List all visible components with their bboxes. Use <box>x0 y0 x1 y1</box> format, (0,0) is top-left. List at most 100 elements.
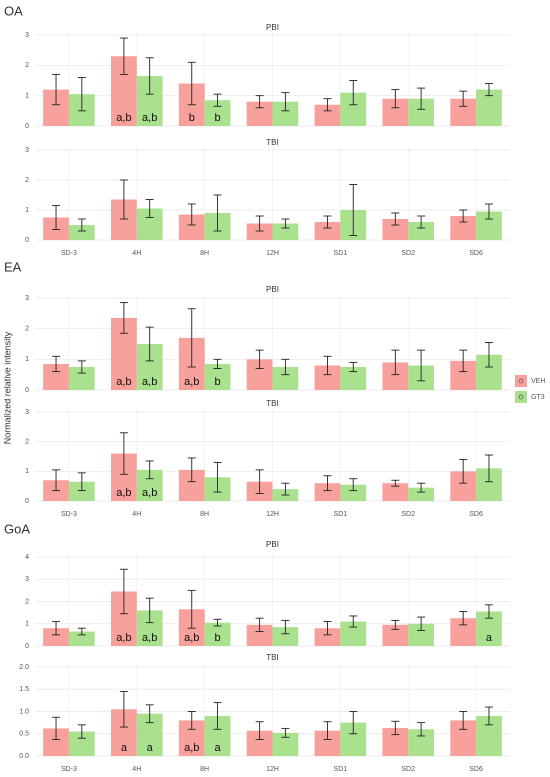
annotation: a,b <box>142 487 157 499</box>
bar <box>340 367 367 390</box>
y-tick-label: 3 <box>25 409 29 416</box>
bar <box>314 104 341 126</box>
bar <box>68 631 95 646</box>
bar <box>272 627 299 646</box>
panel-title: TBI <box>266 653 278 662</box>
annotation: b <box>214 112 220 124</box>
bar <box>272 367 299 390</box>
y-tick-label: 2 <box>25 439 29 446</box>
bar <box>204 622 231 646</box>
x-tick-label: SD1 <box>334 250 348 257</box>
bar <box>246 624 273 646</box>
annotation: b <box>189 112 195 124</box>
x-tick-label: SD6 <box>469 511 483 518</box>
annotation: b <box>214 632 220 644</box>
panel-strip <box>35 652 510 664</box>
annotation: a,b <box>184 742 199 754</box>
y-tick-label: 0 <box>25 498 29 505</box>
y-tick-label: 0.0 <box>19 753 29 760</box>
panel-title: TBI <box>266 399 278 408</box>
x-tick-label: 12H <box>266 766 279 773</box>
x-tick-label: 4H <box>132 766 141 773</box>
y-tick-label: 1 <box>25 93 29 100</box>
bar <box>246 223 273 240</box>
y-tick-label: 2 <box>25 598 29 605</box>
y-tick-label: 1.0 <box>19 708 29 715</box>
panel-title: PBI <box>266 285 279 294</box>
y-tick-label: 2 <box>25 62 29 69</box>
bar <box>314 222 341 240</box>
y-axis-label: Normalized relative intensity <box>2 331 12 444</box>
annotation: a,b <box>184 632 199 644</box>
x-tick-label: 8H <box>200 511 209 518</box>
x-tick-label: SD2 <box>401 511 415 518</box>
section-title: OA <box>4 3 23 18</box>
legend-label: GT3 <box>531 394 545 401</box>
annotation: a,b <box>116 112 131 124</box>
annotation: b <box>214 376 220 388</box>
x-tick-label: 12H <box>266 250 279 257</box>
bar <box>314 483 341 501</box>
annotation: a,b <box>116 376 131 388</box>
bar <box>272 223 299 240</box>
panel-title: PBI <box>266 540 279 549</box>
annotation: a <box>121 742 128 754</box>
annotation: a,b <box>142 632 157 644</box>
panel-strip <box>35 22 510 34</box>
section-title: EA <box>4 259 22 274</box>
bar <box>382 219 409 240</box>
x-tick-label: SD1 <box>334 511 348 518</box>
x-tick-label: 4H <box>132 250 141 257</box>
legend-swatch <box>515 375 527 387</box>
bar <box>68 367 95 390</box>
annotation: a,b <box>116 487 131 499</box>
bar <box>68 225 95 240</box>
x-tick-label: SD6 <box>469 250 483 257</box>
x-tick-label: SD-3 <box>61 766 77 773</box>
y-tick-label: 3 <box>25 32 29 39</box>
annotation: a <box>147 742 154 754</box>
panel-title: PBI <box>266 23 279 32</box>
panel-title: TBI <box>266 138 278 147</box>
x-tick-label: 4H <box>132 511 141 518</box>
y-tick-label: 3 <box>25 576 29 583</box>
y-tick-label: 0 <box>25 643 29 650</box>
y-tick-label: 0 <box>25 237 29 244</box>
bar <box>382 624 409 646</box>
bar <box>272 732 299 756</box>
panel-strip <box>35 539 510 551</box>
x-tick-label: SD2 <box>401 766 415 773</box>
y-tick-label: 2 <box>25 177 29 184</box>
y-tick-label: 2.0 <box>19 664 29 671</box>
x-tick-label: 8H <box>200 250 209 257</box>
x-tick-label: SD-3 <box>61 511 77 518</box>
x-tick-label: SD-3 <box>61 250 77 257</box>
x-tick-label: SD6 <box>469 766 483 773</box>
y-tick-label: 0 <box>25 123 29 130</box>
panel-strip <box>35 284 510 296</box>
bar <box>408 222 434 240</box>
legend-point <box>518 378 524 384</box>
legend-swatch <box>515 391 527 403</box>
y-tick-label: 1 <box>25 356 29 363</box>
y-tick-label: 1 <box>25 621 29 628</box>
bar <box>408 487 434 501</box>
x-tick-label: SD1 <box>334 766 348 773</box>
x-tick-label: SD2 <box>401 250 415 257</box>
bar <box>340 484 367 501</box>
legend-point <box>518 394 524 400</box>
y-tick-label: 3 <box>25 295 29 302</box>
y-tick-label: 4 <box>25 554 29 561</box>
y-tick-label: 2 <box>25 326 29 333</box>
annotation: a <box>214 742 221 754</box>
x-tick-label: 12H <box>266 511 279 518</box>
bar <box>43 628 69 646</box>
section-title: GoA <box>4 521 30 536</box>
bar <box>314 628 341 646</box>
annotation: a,b <box>142 112 157 124</box>
annotation: a,b <box>142 376 157 388</box>
panel-strip <box>35 137 510 149</box>
bar <box>408 623 434 646</box>
y-tick-label: 3 <box>25 147 29 154</box>
